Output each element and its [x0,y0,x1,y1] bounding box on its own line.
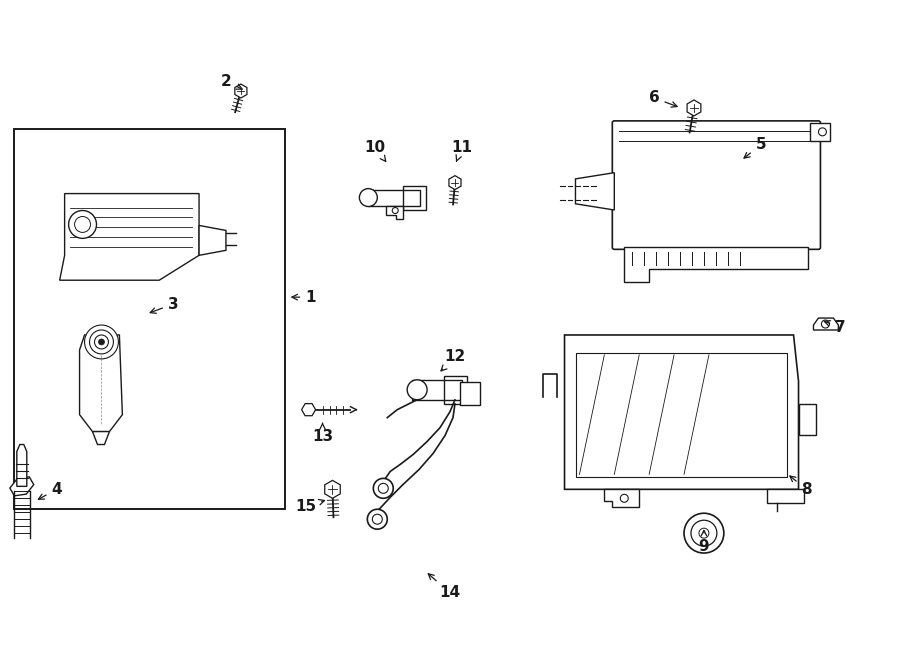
Text: 14: 14 [428,574,461,600]
Circle shape [374,479,393,498]
Polygon shape [403,185,426,209]
Text: 13: 13 [312,423,333,444]
Circle shape [85,325,119,359]
Polygon shape [767,489,804,503]
Text: 1: 1 [292,290,316,305]
Polygon shape [17,444,27,487]
Text: 10: 10 [364,140,386,162]
Circle shape [699,528,709,538]
Polygon shape [449,175,461,189]
Polygon shape [564,335,798,489]
Circle shape [392,207,398,214]
Text: 3: 3 [150,297,178,313]
Polygon shape [460,382,480,404]
Polygon shape [444,376,467,404]
Text: 6: 6 [649,91,677,107]
Polygon shape [687,100,701,116]
Polygon shape [302,404,316,416]
Text: 4: 4 [39,482,62,499]
Circle shape [75,216,91,232]
Text: 12: 12 [441,350,465,371]
Polygon shape [235,84,247,98]
Polygon shape [10,477,34,496]
Text: 9: 9 [698,530,709,553]
Polygon shape [577,353,787,477]
FancyBboxPatch shape [14,129,284,509]
Polygon shape [59,193,199,280]
Text: 2: 2 [220,73,242,89]
Circle shape [359,189,377,207]
Circle shape [68,211,96,238]
Text: 8: 8 [790,476,812,497]
Circle shape [620,495,628,502]
Circle shape [378,483,388,493]
Text: 11: 11 [452,140,472,161]
Circle shape [818,128,826,136]
Polygon shape [575,173,615,210]
Circle shape [407,380,428,400]
Circle shape [89,330,113,354]
Text: 5: 5 [744,137,766,158]
Circle shape [373,514,382,524]
Circle shape [98,339,104,345]
Polygon shape [325,481,340,498]
Polygon shape [811,123,831,141]
Polygon shape [199,226,226,256]
Polygon shape [386,205,403,220]
Polygon shape [604,489,639,507]
Polygon shape [625,248,808,282]
Polygon shape [368,189,403,205]
Text: 15: 15 [295,498,325,514]
FancyBboxPatch shape [612,121,821,250]
Polygon shape [798,404,816,436]
Circle shape [684,513,724,553]
Circle shape [822,320,830,328]
Circle shape [94,335,108,349]
Polygon shape [79,335,122,432]
Polygon shape [93,432,110,444]
Text: 7: 7 [824,320,846,334]
Polygon shape [412,380,444,400]
Circle shape [691,520,717,546]
Circle shape [367,509,387,529]
Polygon shape [814,318,839,330]
